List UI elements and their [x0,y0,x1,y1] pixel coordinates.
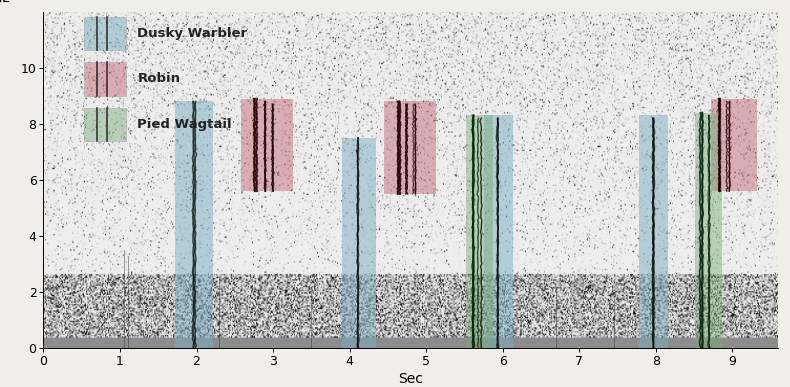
Bar [84,108,126,141]
Bar [84,62,126,96]
Bar [84,17,126,50]
Text: Robin: Robin [137,72,180,86]
Bar [483,115,513,348]
Text: kHz: kHz [0,0,10,5]
Bar [466,115,493,348]
Bar [175,101,213,348]
Text: Pied Wagtail: Pied Wagtail [137,118,232,131]
Bar [695,113,722,348]
X-axis label: Sec: Sec [398,372,423,386]
Bar [342,138,376,348]
Bar [639,115,668,348]
Bar [241,99,293,191]
Bar [711,99,757,191]
Text: Dusky Warbler: Dusky Warbler [137,27,247,40]
Bar [384,101,436,194]
